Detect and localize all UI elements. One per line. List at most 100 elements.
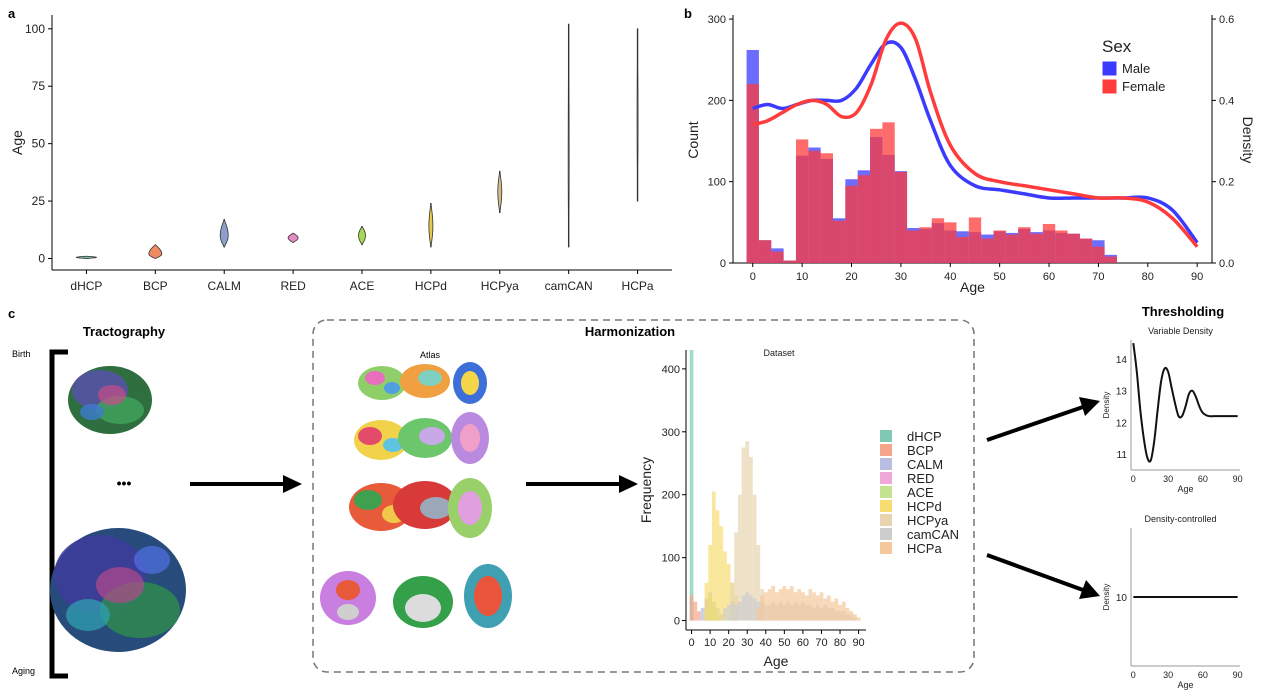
bar-camcan xyxy=(723,607,727,621)
ellipsis: ••• xyxy=(117,475,132,491)
x-tick-label: HCPya xyxy=(481,279,519,293)
legend-swatch-hcpa xyxy=(880,542,892,554)
y-tick-label: 0 xyxy=(720,258,726,270)
y-tick-label: 300 xyxy=(708,14,726,26)
x-tick-label: 90 xyxy=(1233,670,1243,680)
bar-hcpd xyxy=(704,582,709,621)
x-tick-label: 40 xyxy=(760,637,772,649)
bar-hcpa xyxy=(853,614,857,621)
x-tick-label: 70 xyxy=(815,637,827,649)
bar-hcpa xyxy=(778,589,783,621)
y-tick-label: 75 xyxy=(32,79,46,93)
legend-title: Sex xyxy=(1102,37,1132,56)
bar-hcpya xyxy=(756,545,761,621)
y-tick-label: 400 xyxy=(662,364,680,376)
infant-brain-image xyxy=(68,366,152,434)
y-axis-right-label: Density xyxy=(1240,117,1256,164)
bar-camcan xyxy=(752,598,757,621)
bar-female xyxy=(771,251,784,263)
bar-camcan xyxy=(745,592,750,621)
y-tick-label: 100 xyxy=(662,553,680,565)
bar-female xyxy=(746,84,759,264)
bar-hcpd xyxy=(711,491,716,621)
bar-female xyxy=(783,260,796,263)
bar-bcp xyxy=(697,611,701,621)
bar-hcpa xyxy=(804,595,809,621)
bar-female xyxy=(956,236,969,263)
x-tick-label: 30 xyxy=(741,637,753,649)
y-tick-label: 14 xyxy=(1116,355,1128,366)
y-tick-label: 13 xyxy=(1116,387,1128,398)
legend-swatch-calm xyxy=(880,458,892,470)
bar-hcpa xyxy=(793,592,798,621)
legend-label-hcpya: HCPya xyxy=(907,513,949,528)
y-tick-label: 300 xyxy=(662,427,680,439)
x-tick-label: 20 xyxy=(845,271,857,283)
arrow-atlas-to-dataset xyxy=(526,475,638,493)
bar-female xyxy=(1018,227,1031,263)
y-tick-label: 0 xyxy=(674,616,680,628)
bar-hcpa xyxy=(856,617,861,621)
x-tick-label: camCAN xyxy=(545,279,593,293)
x-tick-label: RED xyxy=(280,279,306,293)
bar-hcpa xyxy=(763,592,768,621)
y-axis-label: Count xyxy=(685,121,701,158)
violin-hcpa xyxy=(636,28,639,202)
bar-hcpya xyxy=(749,456,753,621)
x-tick-label: 90 xyxy=(852,637,864,649)
sex-legend: Sex Male Female xyxy=(1102,37,1165,94)
x-tick-label: 10 xyxy=(704,637,716,649)
variable-density-chart: 11 12 13 14 0 30 60 90 Age Density Variable Densit… xyxy=(1102,326,1243,494)
adult-brain-image xyxy=(50,528,186,652)
thresholding-title: Thresholding xyxy=(1142,304,1224,319)
x-tick-label: 30 xyxy=(895,271,907,283)
aging-label: Aging xyxy=(12,666,35,676)
bar-female xyxy=(1092,246,1105,263)
y-axis-label: Frequency xyxy=(638,457,654,523)
bar-female xyxy=(1079,238,1093,263)
violin-camcan xyxy=(567,23,570,248)
x-tick-label: 0 xyxy=(750,271,756,283)
bar-camcan xyxy=(749,595,753,621)
bar-female xyxy=(1055,230,1068,263)
y-tick-label: 50 xyxy=(32,137,46,151)
x-tick-label: 60 xyxy=(797,637,809,649)
panel-letter-c: c xyxy=(8,306,15,321)
bar-female xyxy=(758,240,772,263)
harmonization-title: Harmonization xyxy=(585,324,675,339)
bar-hcpya xyxy=(745,441,750,621)
bar-female xyxy=(981,238,994,263)
bar-camcan xyxy=(730,601,735,621)
bar-female xyxy=(919,227,932,263)
x-axis-label: Age xyxy=(960,279,985,295)
bar-camcan xyxy=(726,604,731,621)
x-tick-label: 10 xyxy=(796,271,808,283)
x-tick-label: dHCP xyxy=(70,279,102,293)
y-tick-label: 25 xyxy=(32,194,46,208)
legend-swatch-male xyxy=(1102,61,1117,76)
y-axis-label: Density xyxy=(1102,392,1111,419)
dataset-title: Dataset xyxy=(763,348,795,358)
y-tick-label: 100 xyxy=(25,22,45,36)
violin-ace xyxy=(358,225,366,246)
bar-female xyxy=(1042,223,1056,263)
x-tick-label: 0 xyxy=(689,637,695,649)
bar-female xyxy=(1067,233,1080,263)
bar-camcan xyxy=(734,604,738,621)
density-line xyxy=(1132,343,1238,463)
bar-bcp xyxy=(689,595,694,621)
y-tick-label: 10 xyxy=(1116,593,1128,604)
bar-hcpd xyxy=(719,526,724,621)
x-tick-label: 50 xyxy=(778,637,790,649)
sex-histogram-chart: 0 100 200 300 0.0 0.2 0.4 0.6 0 10 20 30 40 50 60 70 80 9… xyxy=(685,14,1256,295)
legend-label-female: Female xyxy=(1122,79,1165,94)
bar-female xyxy=(968,217,982,263)
violin-red xyxy=(287,232,299,243)
bar-hcpd xyxy=(715,510,720,621)
bar-hcpa xyxy=(815,595,820,621)
x-axis-label: Age xyxy=(764,653,789,669)
bar-female xyxy=(795,139,809,263)
legend-swatch-hcpd xyxy=(880,500,892,512)
x-tick-label: 40 xyxy=(944,271,956,283)
bar-female xyxy=(1030,233,1043,263)
